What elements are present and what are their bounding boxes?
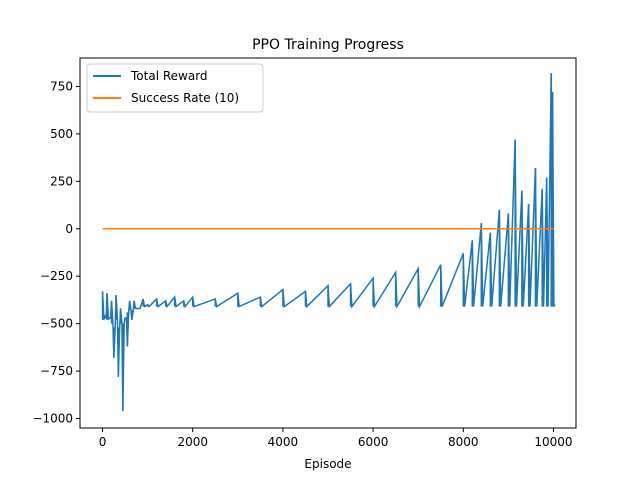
y-tick-label: −500: [40, 317, 73, 331]
x-tick-label: 8000: [448, 435, 479, 449]
y-tick-label: 250: [50, 174, 73, 188]
y-axis: −1000 −750 −500 −250 0 250 500 750: [32, 79, 80, 426]
legend-label-total-reward: Total Reward: [130, 69, 208, 83]
series-total-reward: [101, 73, 556, 411]
y-tick-label: 750: [50, 79, 73, 93]
y-tick-label: −1000: [32, 412, 73, 426]
legend-label-success-rate: Success Rate (10): [131, 91, 239, 105]
x-tick-label: 2000: [177, 435, 208, 449]
x-tick-label: 4000: [268, 435, 299, 449]
plot-frame: [79, 57, 577, 429]
y-tick-label: 0: [65, 222, 73, 236]
plot-marks: [101, 73, 556, 411]
chart-title: PPO Training Progress: [252, 37, 404, 53]
x-axis-label: Episode: [304, 457, 351, 471]
total-reward-line: [101, 73, 556, 411]
x-tick-label: 10000: [534, 435, 572, 449]
x-tick-label: 6000: [358, 435, 389, 449]
legend-box: [86, 63, 264, 113]
y-tick-label: −250: [40, 269, 73, 283]
legend: Total Reward Success Rate (10): [86, 63, 264, 113]
y-tick-label: 500: [50, 127, 73, 141]
x-tick-label: 0: [99, 435, 107, 449]
x-axis: 0 2000 4000 6000 8000 10000: [99, 428, 573, 449]
y-tick-label: −750: [40, 364, 73, 378]
